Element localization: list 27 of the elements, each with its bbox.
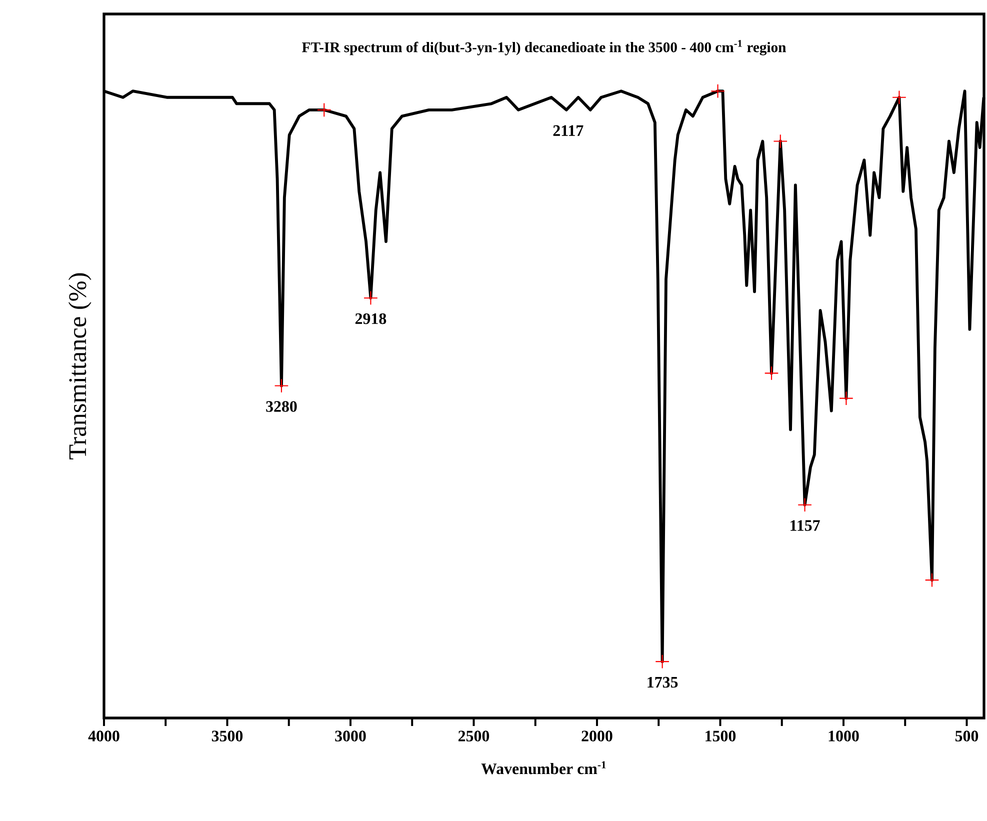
annotation: 1157	[790, 520, 820, 531]
point	[764, 366, 779, 380]
x-tick-label: 1000	[828, 730, 859, 742]
point	[924, 572, 940, 588]
x-tick-label: 3500	[212, 730, 243, 742]
point	[655, 654, 670, 669]
point	[798, 498, 812, 512]
x-tick-label: 1500	[706, 730, 736, 742]
annotation: 2117	[553, 125, 584, 136]
annotation: 1735	[648, 676, 678, 688]
x-tick-label: 2000	[582, 730, 612, 742]
annotation: 3280	[266, 401, 297, 412]
point	[773, 134, 788, 148]
point	[316, 102, 332, 118]
x-tick-label: 3000	[335, 730, 366, 742]
chart-title: FT-IR spectrum of di(but-3-yn-1yl) decanedioate in the 3500 - 400 cm$^{-1}$ region	[302, 40, 786, 56]
point	[839, 391, 854, 406]
point	[710, 84, 725, 98]
point	[274, 378, 289, 393]
x-tick-label: 2500	[458, 730, 490, 742]
y-axis-title: Transmittance (%)	[68, 273, 92, 460]
point	[892, 90, 906, 105]
x-tick-label: 500	[955, 730, 978, 742]
annotation: 2918	[355, 313, 386, 324]
x-axis-title: Wavenumber cm$^{-1}$	[481, 761, 606, 774]
point	[364, 290, 378, 306]
x-tick-label: 4000	[88, 730, 120, 742]
